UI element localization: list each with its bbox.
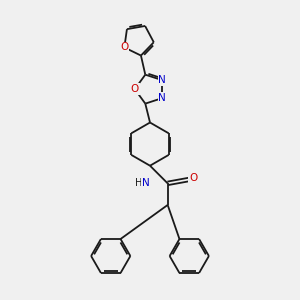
Text: N: N: [142, 178, 150, 188]
Text: O: O: [120, 42, 128, 52]
Text: H: H: [134, 178, 142, 188]
Text: N: N: [158, 75, 166, 85]
Text: O: O: [131, 84, 139, 94]
Text: O: O: [189, 173, 197, 184]
Text: N: N: [158, 93, 166, 103]
